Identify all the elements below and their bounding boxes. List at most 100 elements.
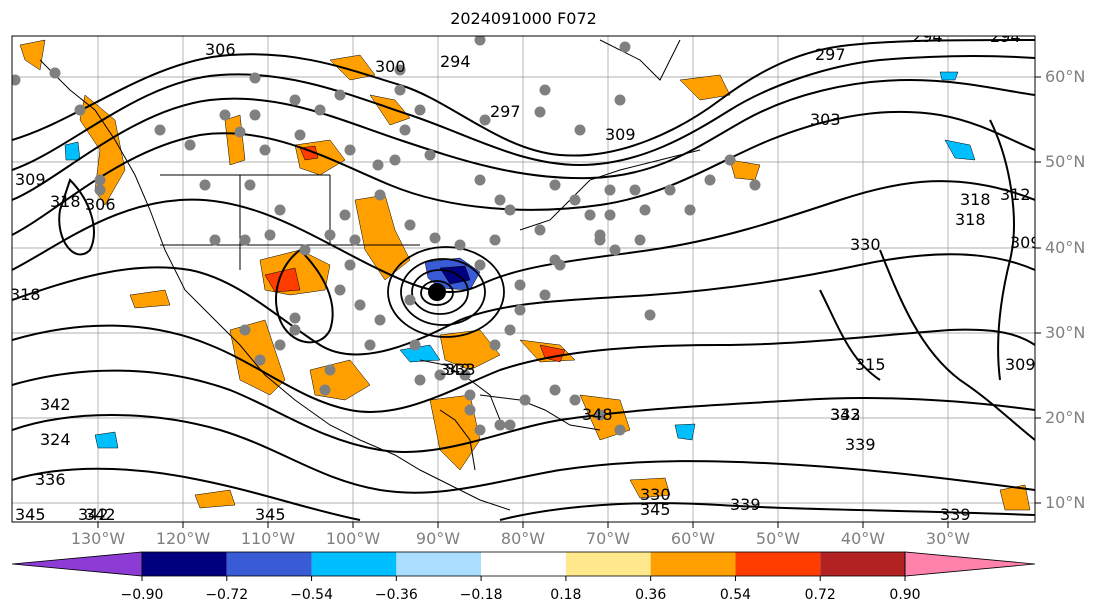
station-dot <box>274 339 286 351</box>
colorbar-extend-low <box>11 551 143 577</box>
station-dot <box>244 179 256 191</box>
station-dot <box>294 129 306 141</box>
contour-label: 297 <box>490 102 521 121</box>
station-dot <box>334 284 346 296</box>
station-dot <box>494 194 506 206</box>
contour-label: 339 <box>845 435 876 454</box>
contour-label: 294 <box>912 27 943 46</box>
station-dot <box>234 126 246 138</box>
station-dot <box>154 124 166 136</box>
station-dot <box>514 279 526 291</box>
station-dot <box>324 229 336 241</box>
station-dot <box>354 299 366 311</box>
contour-label: 342 <box>440 360 471 379</box>
station-dot <box>539 84 551 96</box>
station-dot <box>644 309 656 321</box>
station-dot <box>549 384 561 396</box>
station-dot <box>474 424 486 436</box>
station-dot <box>574 124 586 136</box>
longitude-label: 130°W <box>70 529 126 548</box>
contour-label: 333 <box>445 360 476 379</box>
longitude-label: 30°W <box>925 529 971 548</box>
station-dot <box>314 104 326 116</box>
contour-label: 297 <box>815 45 846 64</box>
latitude-label: 10°N <box>1045 493 1086 512</box>
station-dot <box>289 324 301 336</box>
station-dot <box>12 74 21 86</box>
station-dot <box>604 184 616 196</box>
contour-label: 309 <box>15 170 46 189</box>
colorbar-tick-label: −0.72 <box>205 587 249 603</box>
station-dot <box>494 419 506 431</box>
contour-label: 330 <box>640 485 671 504</box>
longitude-label: 110°W <box>240 529 296 548</box>
station-dot <box>749 179 761 191</box>
colorbar-tick-label: −0.18 <box>459 587 503 603</box>
contour-label: 312 <box>1000 185 1031 204</box>
latitude-label: 20°N <box>1045 408 1086 427</box>
colorbar-segment <box>226 552 312 576</box>
colorbar-tick-label: −0.36 <box>374 587 418 603</box>
station-dot <box>454 239 466 251</box>
station-dot <box>249 72 261 84</box>
latitude-label: 50°N <box>1045 152 1086 171</box>
station-dot <box>274 204 286 216</box>
contour-label: 300 <box>375 57 406 76</box>
colorbar-tick-label: 0.90 <box>889 587 921 603</box>
map-title: 2024091000 F072 <box>450 9 597 28</box>
station-dot <box>424 149 436 161</box>
station-dot <box>389 154 401 166</box>
station-dot <box>554 259 566 271</box>
station-dot <box>94 184 106 196</box>
contour-label: 339 <box>730 495 761 514</box>
longitude-label: 50°W <box>755 529 801 548</box>
station-dot <box>414 104 426 116</box>
contour-label: 318 <box>50 192 81 211</box>
station-dot <box>374 314 386 326</box>
station-dot <box>209 234 221 246</box>
station-dot <box>634 234 646 246</box>
colorbar-segment <box>481 552 566 576</box>
station-dot <box>594 229 606 241</box>
station-dot <box>404 219 416 231</box>
longitude-label: 60°W <box>670 529 716 548</box>
station-dot <box>319 384 331 396</box>
colorbar-segment <box>565 552 651 576</box>
latitude-label: 60°N <box>1045 67 1086 86</box>
station-dot <box>74 104 86 116</box>
station-dot <box>514 304 526 316</box>
contour-label: 318 <box>960 190 991 209</box>
station-dot <box>594 409 606 421</box>
station-dot <box>464 389 476 401</box>
station-dot <box>639 204 651 216</box>
contour-label: 309 <box>605 125 636 144</box>
station-dot <box>429 232 441 244</box>
contour-label: 318 <box>10 285 41 304</box>
station-dot <box>629 184 641 196</box>
station-dot <box>414 374 426 386</box>
station-dot <box>94 174 106 186</box>
station-dot <box>239 234 251 246</box>
station-markers <box>12 36 761 436</box>
station-dot <box>184 139 196 151</box>
colorbar-tick-label: 0.36 <box>635 587 667 603</box>
storm-contours <box>387 246 505 338</box>
colorbar-segment <box>820 552 905 576</box>
station-dot <box>49 67 61 79</box>
station-dot <box>394 84 406 96</box>
station-dot <box>334 89 346 101</box>
contour-label: 348 <box>582 405 613 424</box>
station-dot <box>489 339 501 351</box>
station-dot <box>399 124 411 136</box>
station-dot <box>299 244 311 256</box>
longitude-label: 70°W <box>585 529 631 548</box>
station-dot <box>344 144 356 156</box>
station-dot <box>324 364 336 376</box>
station-dot <box>459 369 471 381</box>
contour-label: 306 <box>205 40 236 59</box>
station-dot <box>614 424 626 436</box>
contour-label: 345 <box>640 500 671 519</box>
contour-label: 294 <box>990 27 1021 46</box>
